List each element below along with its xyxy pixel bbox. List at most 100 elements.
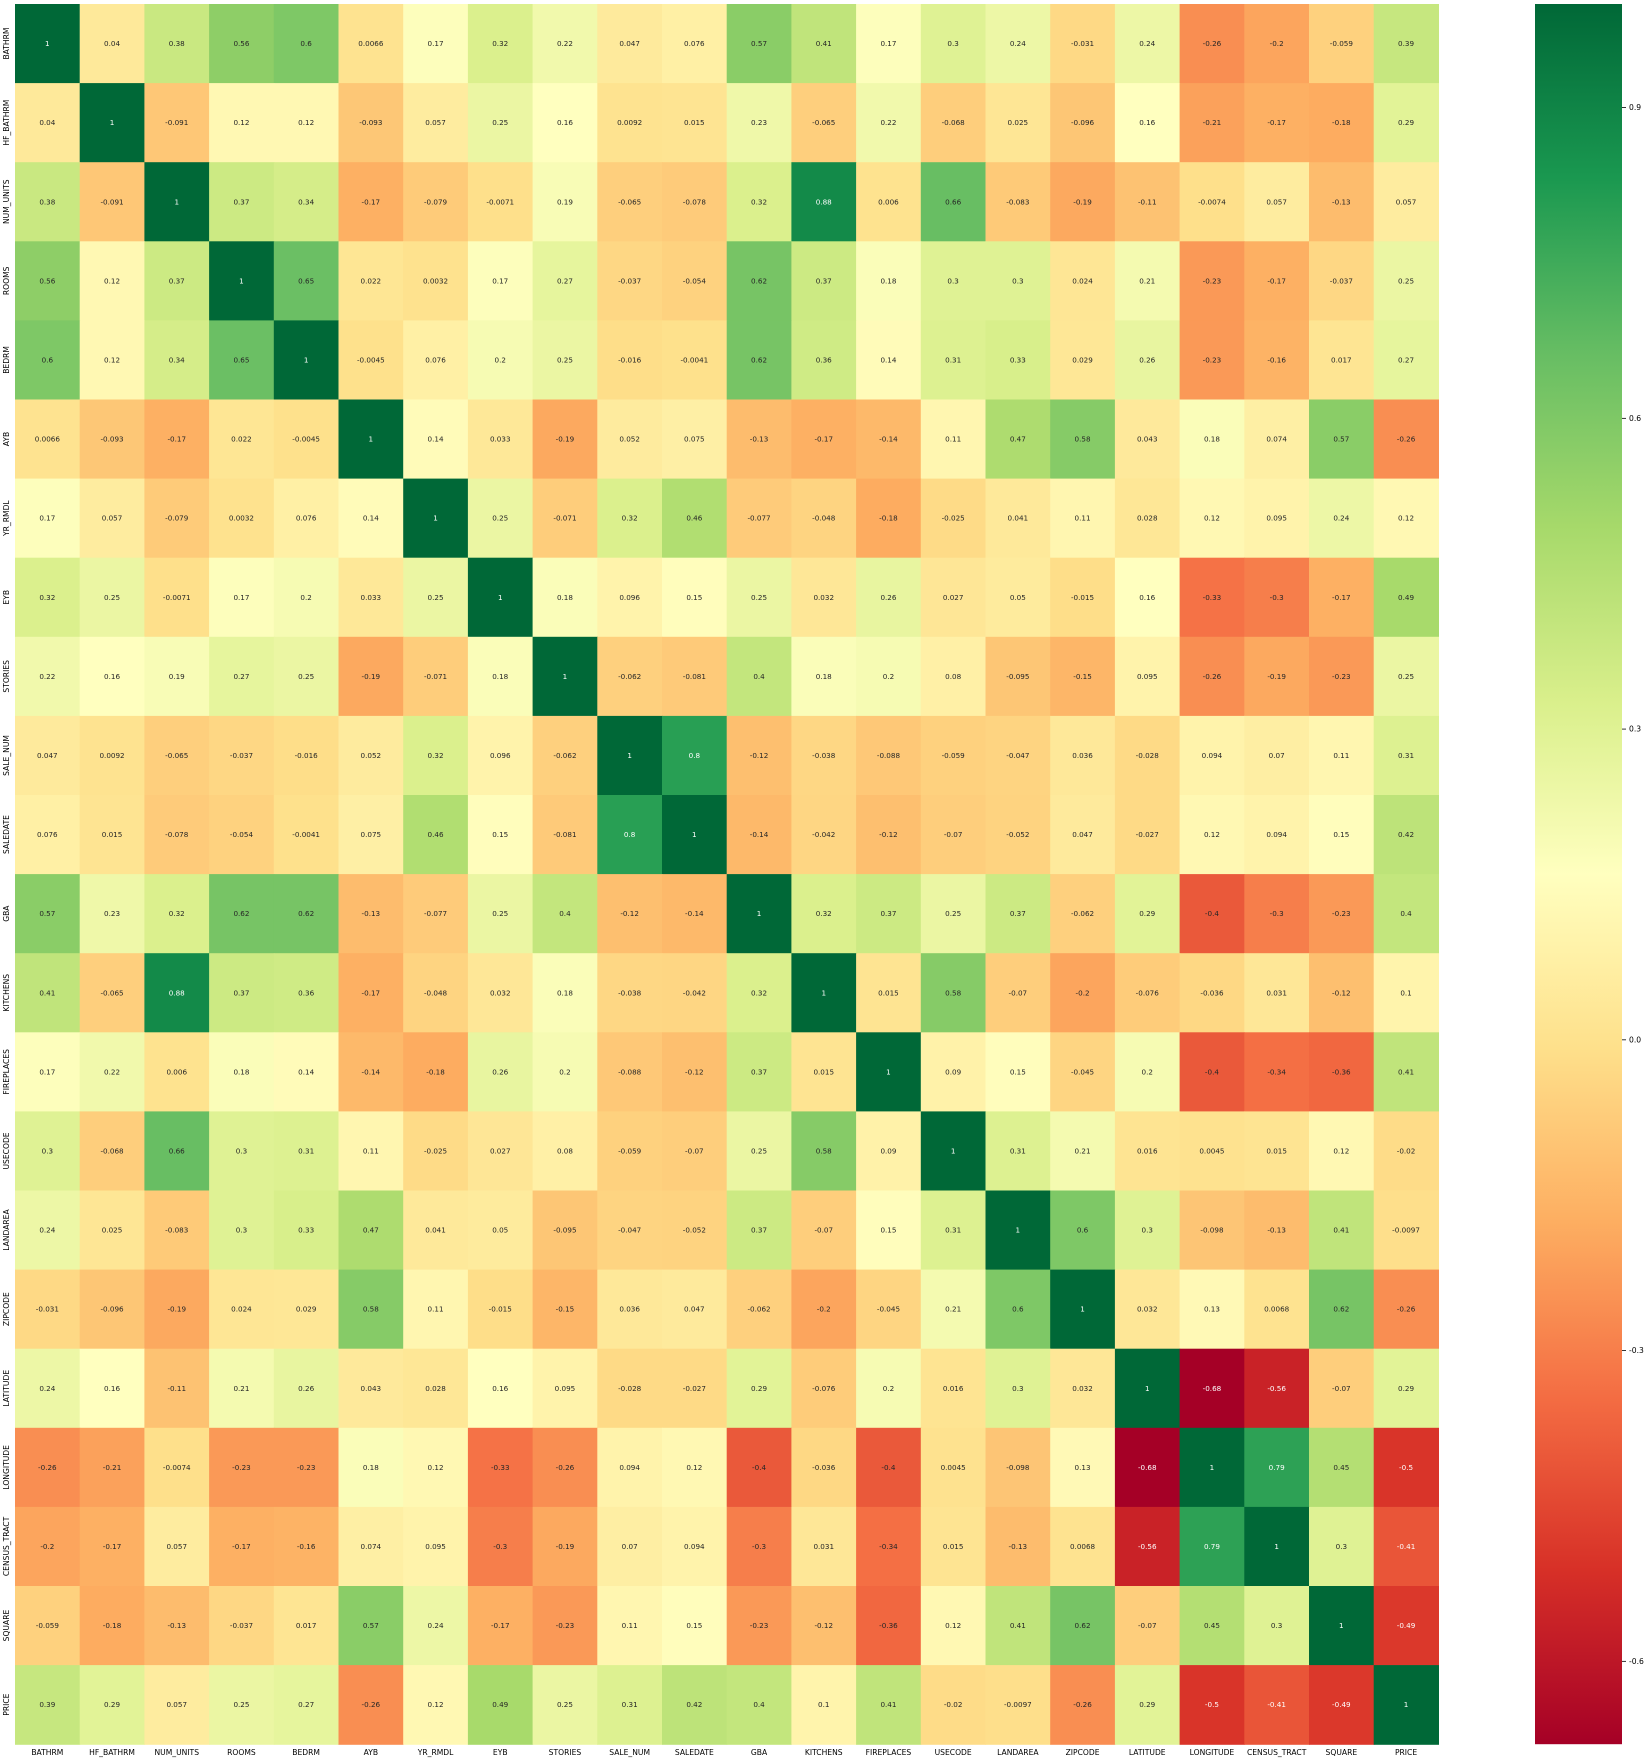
cell-value-label: 0.12 — [1333, 1146, 1349, 1155]
cell-value-label: 0.05 — [492, 1226, 508, 1235]
cell-value-label: -0.23 — [1203, 355, 1222, 364]
cell-value-label: -0.26 — [38, 1463, 57, 1472]
cell-value-label: 0.37 — [816, 276, 832, 285]
heatmap-cell — [79, 953, 145, 1033]
heatmap-cell — [1373, 241, 1439, 321]
cell-value-label: 0.015 — [813, 1067, 834, 1076]
heatmap-cell — [403, 953, 469, 1033]
heatmap-cell — [1050, 715, 1116, 796]
cell-value-label: 0.006 — [166, 1067, 187, 1076]
cell-value-label: 0.21 — [1075, 1146, 1091, 1155]
heatmap-cell — [1114, 4, 1181, 84]
cell-value-label: 0.0068 — [1070, 1542, 1096, 1551]
heatmap-cell — [467, 1586, 534, 1666]
cell-value-label: -0.3 — [493, 1542, 507, 1551]
cell-value-label: 0.31 — [945, 1226, 961, 1235]
cell-value-label: -0.0045 — [292, 435, 320, 444]
cell-value-label: -0.016 — [618, 355, 642, 364]
cell-value-label: 1 — [757, 909, 762, 918]
cell-value-label: 0.22 — [104, 1067, 120, 1076]
heatmap-cell — [920, 795, 987, 875]
heatmap-cell — [1179, 1348, 1245, 1429]
cell-value-label: 0.095 — [1266, 514, 1287, 523]
cell-value-label: 0.58 — [363, 1305, 379, 1314]
cell-value-label: 0.21 — [233, 1384, 249, 1393]
heatmap-cell — [403, 241, 469, 321]
cell-value-label: 0.4 — [753, 1700, 765, 1709]
heatmap-cell — [15, 636, 81, 717]
heatmap-cell — [1244, 83, 1310, 163]
heatmap-cell — [985, 1190, 1051, 1271]
heatmap-cell — [532, 241, 598, 321]
heatmap-cell — [856, 715, 922, 796]
heatmap-cell — [1373, 320, 1439, 401]
cell-value-label: -0.2 — [1076, 988, 1090, 997]
cell-value-label: 0.17 — [233, 593, 249, 602]
heatmap-cell — [144, 1032, 210, 1112]
colorbar-tick-label: -0.6 — [1629, 1657, 1644, 1666]
cell-value-label: 0.3 — [1336, 1542, 1347, 1551]
cell-value-label: 0.095 — [1137, 672, 1158, 681]
y-tick-label: ROOMS — [2, 266, 11, 295]
cell-value-label: -0.41 — [1267, 1700, 1286, 1709]
cell-value-label: 0.6 — [1077, 1226, 1089, 1235]
cell-value-label: 0.18 — [233, 1067, 249, 1076]
cell-value-label: -0.4 — [881, 1463, 895, 1472]
cell-value-label: 0.12 — [1398, 514, 1414, 523]
heatmap-cell — [144, 83, 210, 163]
heatmap-cell — [403, 478, 469, 559]
heatmap-cell — [403, 715, 469, 796]
cell-value-label: 0.33 — [298, 1226, 314, 1235]
heatmap-cell — [1373, 636, 1439, 717]
cell-value-label: 0.14 — [428, 435, 444, 444]
heatmap-cell — [467, 1665, 534, 1745]
y-tick-label: BEDRM — [2, 346, 11, 374]
heatmap-cell — [403, 399, 469, 480]
heatmap-cell — [856, 795, 922, 875]
cell-value-label: 0.094 — [1266, 830, 1287, 839]
heatmap-cell — [985, 1427, 1051, 1508]
heatmap-cell — [338, 874, 404, 954]
cell-value-label: 0.09 — [945, 1067, 961, 1076]
heatmap-cell — [920, 162, 987, 242]
heatmap-cell — [1050, 1190, 1116, 1271]
cell-value-label: 0.25 — [1398, 672, 1414, 681]
x-tick-label: LONGITUDE — [1190, 1748, 1235, 1757]
heatmap-cell — [985, 874, 1051, 954]
cell-value-label: 1 — [1339, 1621, 1344, 1630]
heatmap-cell — [467, 953, 534, 1033]
heatmap-cell — [403, 320, 469, 401]
cell-value-label: 0.37 — [233, 988, 249, 997]
heatmap-cell — [273, 1269, 340, 1350]
heatmap-cell — [597, 1190, 663, 1271]
heatmap-cell — [791, 636, 857, 717]
x-tick-label: KITCHENS — [805, 1748, 843, 1757]
heatmap-cell — [532, 1190, 598, 1271]
cell-value-label: 0.21 — [1139, 276, 1155, 285]
cell-value-label: 0.096 — [490, 751, 511, 760]
cell-value-label: 0.27 — [557, 276, 573, 285]
heatmap-cell — [791, 399, 857, 480]
heatmap-cell — [985, 478, 1051, 559]
cell-value-label: -0.068 — [942, 118, 966, 127]
heatmap-cell — [597, 1269, 663, 1350]
heatmap-cell — [15, 715, 81, 796]
heatmap-cell — [338, 320, 404, 401]
heatmap-cell — [597, 874, 663, 954]
cell-value-label: 0.1 — [818, 1700, 829, 1709]
heatmap-cell — [532, 953, 598, 1033]
heatmap-cell — [467, 1348, 534, 1429]
cell-value-label: -0.038 — [812, 751, 836, 760]
cell-value-label: 0.56 — [233, 39, 249, 48]
cell-value-label: 0.29 — [1139, 1700, 1155, 1709]
heatmap-cell — [1309, 162, 1375, 242]
cell-value-label: -0.33 — [491, 1463, 510, 1472]
cell-value-label: -0.23 — [232, 1463, 251, 1472]
cell-value-label: -0.027 — [1136, 830, 1159, 839]
heatmap-cell — [209, 874, 275, 954]
y-tick-label: USECODE — [2, 1132, 11, 1169]
cell-value-label: 0.37 — [169, 276, 185, 285]
cell-value-label: 0.38 — [169, 39, 185, 48]
heatmap-cell — [791, 162, 857, 242]
cell-value-label: -0.17 — [167, 435, 186, 444]
